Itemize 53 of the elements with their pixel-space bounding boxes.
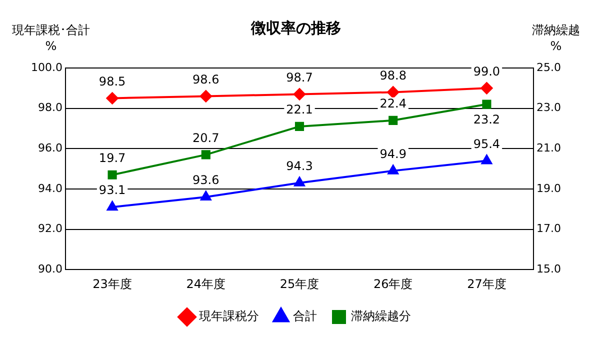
point [108,170,117,180]
point [294,122,304,131]
y-tick-label: 92.0 [38,222,62,236]
x-tick-label: 26年度 [373,276,413,291]
point [480,82,493,94]
data-label: 94.9 [380,146,406,161]
data-label: 99.0 [473,64,500,78]
point [388,116,398,125]
y-axis-title: 現年課税･合計 % [12,22,90,54]
point [200,191,212,201]
data-label: 20.7 [192,130,220,145]
data-label: 98.8 [380,68,406,82]
legend-label: 滞納繰越分 [351,309,411,324]
point [106,201,118,211]
y-tick-label: 90.0 [38,262,62,276]
y2-tick-label: 25.0 [536,60,562,74]
x-tick-label: 24年度 [186,276,226,291]
data-label: 22.1 [286,102,313,117]
data-label: 98.5 [98,74,126,88]
y2-axis-title: 滞納繰越 % [532,22,580,54]
point [387,86,400,98]
point [200,90,212,102]
x-tick-label: 23年度 [92,276,132,291]
point [201,150,210,160]
data-label: 94.3 [286,159,313,174]
y2-tick-label: 17.0 [536,222,562,236]
y-tick-label: 96.0 [38,142,62,154]
point [388,164,398,174]
point [294,176,305,186]
y2-tick-label: 15.0 [536,262,562,276]
y-tick-label: 98.0 [38,101,62,114]
y2-tick-label: 21.0 [536,142,562,154]
point [106,92,118,104]
data-label: 23.2 [473,112,500,126]
y-tick-label: 94.0 [38,182,62,195]
y2-tick-label: 19.0 [536,182,562,195]
legend-label: 合計 [293,309,317,324]
point [482,100,492,109]
data-label: 93.6 [192,173,220,188]
x-tick-label: 27年度 [467,276,506,291]
x-tick-label: 25年度 [280,276,320,291]
data-label: 95.4 [473,136,500,151]
data-label: 98.6 [192,72,220,86]
data-label: 22.4 [380,96,406,111]
chart-title: 徴収率の推移 [250,18,341,37]
point [294,88,306,100]
data-label: 98.7 [286,70,313,84]
data-label: 19.7 [98,150,126,165]
legend-label: 現年課税分 [199,309,259,324]
data-label: 93.1 [98,183,126,198]
y-tick-label: 100.0 [30,60,62,74]
y2-tick-label: 23.0 [536,101,562,114]
point [481,154,492,164]
